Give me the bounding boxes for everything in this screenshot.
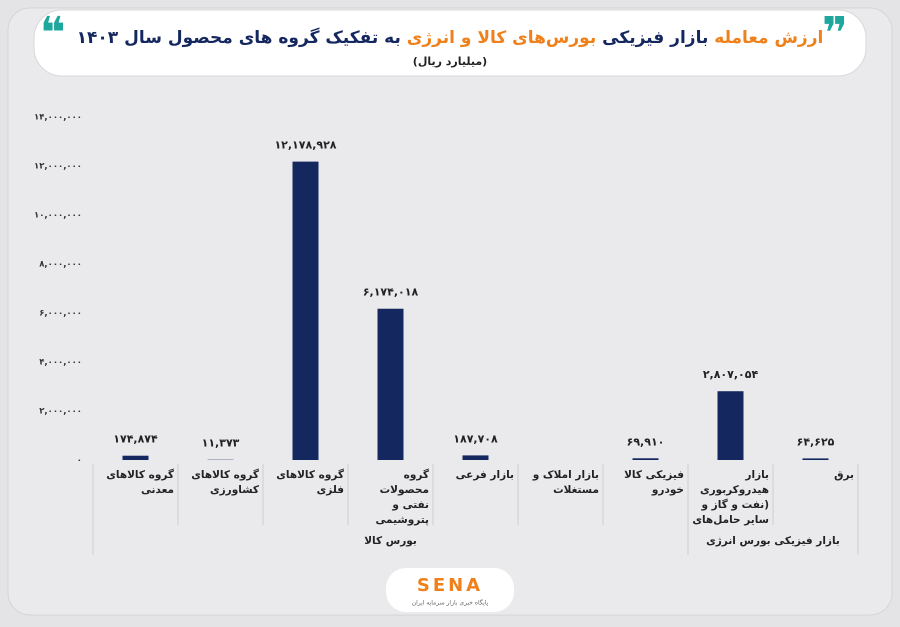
bar	[293, 162, 319, 460]
value-label: ۲,۸۰۷,۰۵۴	[703, 368, 759, 381]
x-tick-label: گروه محصولات نفتی و پتروشیمی	[352, 468, 429, 528]
x-tick-label-box: گروه کالاهای معدنی	[97, 468, 174, 528]
x-tick-label-box: برق	[777, 468, 854, 528]
y-tick-label: ۶,۰۰۰,۰۰۰	[39, 309, 82, 319]
y-tick-label: ۲,۰۰۰,۰۰۰	[39, 407, 82, 417]
group-label: بورس کالا	[364, 535, 417, 547]
bar	[803, 458, 829, 460]
value-label: ۱۷۴,۸۷۴	[113, 433, 158, 446]
value-label: ۱۲,۱۷۸,۹۲۸	[274, 139, 336, 152]
x-tick-label-box: گروه کالاهای فلزی	[267, 468, 344, 528]
quote-mark: ❝	[40, 8, 66, 59]
bar	[378, 309, 404, 460]
value-label: ۱۱,۳۷۳	[202, 437, 240, 450]
y-tick-label: ۸,۰۰۰,۰۰۰	[39, 260, 82, 270]
y-tick-label: ۱۰,۰۰۰,۰۰۰	[34, 211, 82, 221]
y-tick-label: ۴,۰۰۰,۰۰۰	[39, 358, 82, 368]
title-part: بازار فیزیکی	[602, 28, 708, 48]
logo-caption: پایگاه خبری بازار سرمایه ایران	[412, 599, 489, 607]
bar	[463, 455, 489, 460]
title-part: به تفکیک گروه های محصول سال ۱۴۰۳	[77, 27, 401, 48]
chart-subtitle: (میلیارد ریال)	[413, 55, 487, 68]
x-tick-label: گروه کالاهای معدنی	[97, 468, 174, 498]
x-tick-label-box: بازار املاک و مستغلات	[522, 468, 599, 528]
x-tick-label-box: گروه کالاهای کشاورزی	[182, 468, 259, 528]
bar	[123, 456, 149, 460]
x-tick-label: بازار املاک و مستغلات	[522, 468, 599, 498]
chart-title: ارزش معامله بازار فیزیکی بورس‌های کالا و…	[77, 27, 824, 48]
y-tick-label: ۱۲,۰۰۰,۰۰۰	[34, 162, 82, 172]
x-tick-label: گروه کالاهای فلزی	[267, 468, 344, 498]
x-tick-label: بازار هیدروکربوری (نفت و گاز و سایر حامل…	[692, 468, 769, 528]
quote-mark: ❞	[822, 8, 848, 59]
value-label: ۶,۱۷۴,۰۱۸	[363, 286, 419, 299]
bar	[633, 458, 659, 460]
title-part: بورس‌های کالا و انرژی	[407, 28, 596, 48]
logo: SENA	[417, 575, 483, 596]
x-tick-label-box: گروه محصولات نفتی و پتروشیمی	[352, 468, 429, 528]
y-tick-label: ۰	[77, 456, 82, 466]
x-tick-label: فیزیکی کالا خودرو	[607, 468, 684, 498]
x-tick-label-box: بازار فرعی	[437, 468, 514, 528]
x-tick-label-box: بازار هیدروکربوری (نفت و گاز و سایر حامل…	[692, 468, 769, 528]
x-tick-label: بازار فرعی	[437, 468, 514, 483]
value-label: ۱۸۷,۷۰۸	[453, 432, 498, 445]
x-tick-label: برق	[777, 468, 854, 483]
bar	[718, 391, 744, 460]
value-label: ۶۴,۶۲۵	[797, 435, 835, 448]
value-label: ۶۹,۹۱۰	[627, 435, 665, 448]
x-tick-label-box: فیزیکی کالا خودرو	[607, 468, 684, 528]
group-label: بازار فیزیکی بورس انرژی	[706, 535, 840, 547]
title-part: ارزش معامله	[714, 28, 823, 48]
y-tick-label: ۱۴,۰۰۰,۰۰۰	[34, 113, 82, 123]
x-tick-label: گروه کالاهای کشاورزی	[182, 468, 259, 498]
